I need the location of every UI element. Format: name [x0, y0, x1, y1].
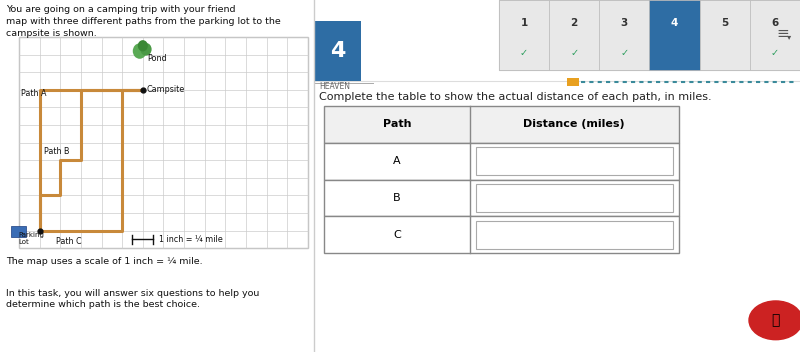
Text: 3: 3 — [621, 18, 628, 27]
Text: 6: 6 — [771, 18, 778, 27]
Text: In this task, you will answer six questions to help you
determine which path is : In this task, you will answer six questi… — [6, 289, 260, 309]
Bar — [476, 147, 673, 175]
Text: ✓: ✓ — [771, 48, 779, 58]
Text: C: C — [393, 230, 401, 240]
Text: Path B: Path B — [44, 147, 69, 156]
Text: ✓: ✓ — [570, 48, 578, 58]
Circle shape — [138, 40, 148, 51]
Bar — [750, 0, 800, 70]
Text: map with three different paths from the parking lot to the: map with three different paths from the … — [6, 17, 281, 26]
Text: ✓: ✓ — [520, 48, 528, 58]
Text: Complete the table to show the actual distance of each path, in miles.: Complete the table to show the actual di… — [319, 92, 712, 102]
Text: A: A — [393, 156, 401, 166]
Text: 4: 4 — [671, 18, 678, 27]
Bar — [314, 21, 361, 81]
Bar — [324, 143, 678, 180]
Bar — [324, 106, 678, 143]
Bar — [499, 0, 549, 70]
Text: 1 inch = ¼ mile: 1 inch = ¼ mile — [159, 235, 223, 244]
Bar — [11, 226, 26, 237]
Bar — [499, 0, 800, 70]
Bar — [599, 0, 650, 70]
Text: ▾: ▾ — [787, 32, 791, 42]
Bar — [549, 0, 599, 70]
Circle shape — [749, 301, 800, 340]
Text: The map uses a scale of 1 inch = ¼ mile.: The map uses a scale of 1 inch = ¼ mile. — [6, 257, 203, 266]
Text: Parking
Lot: Parking Lot — [19, 232, 45, 245]
Text: Path C: Path C — [56, 237, 82, 246]
Text: 5: 5 — [721, 18, 728, 27]
Text: Campsite: Campsite — [147, 85, 186, 94]
Text: Path A: Path A — [21, 89, 46, 98]
Text: ≡: ≡ — [777, 26, 790, 41]
Circle shape — [140, 43, 152, 56]
Text: B: B — [393, 193, 401, 203]
Text: HEAVEN: HEAVEN — [319, 82, 350, 91]
Bar — [650, 0, 700, 70]
Bar — [324, 180, 678, 216]
Text: You are going on a camping trip with your friend: You are going on a camping trip with you… — [6, 5, 236, 14]
Bar — [700, 0, 750, 70]
Bar — [19, 37, 308, 248]
Text: 1: 1 — [520, 18, 528, 27]
Text: Path: Path — [382, 119, 411, 129]
Text: 2: 2 — [570, 18, 578, 27]
Text: Distance (miles): Distance (miles) — [523, 119, 625, 129]
Bar — [476, 184, 673, 212]
Text: ✓: ✓ — [620, 48, 629, 58]
Text: Pond: Pond — [147, 54, 166, 63]
Bar — [324, 216, 678, 253]
Text: 4: 4 — [330, 41, 345, 61]
Bar — [567, 78, 579, 86]
Text: campsite is shown.: campsite is shown. — [6, 29, 97, 38]
Bar — [476, 221, 673, 249]
Text: 🔇: 🔇 — [771, 313, 780, 327]
Circle shape — [133, 43, 146, 59]
